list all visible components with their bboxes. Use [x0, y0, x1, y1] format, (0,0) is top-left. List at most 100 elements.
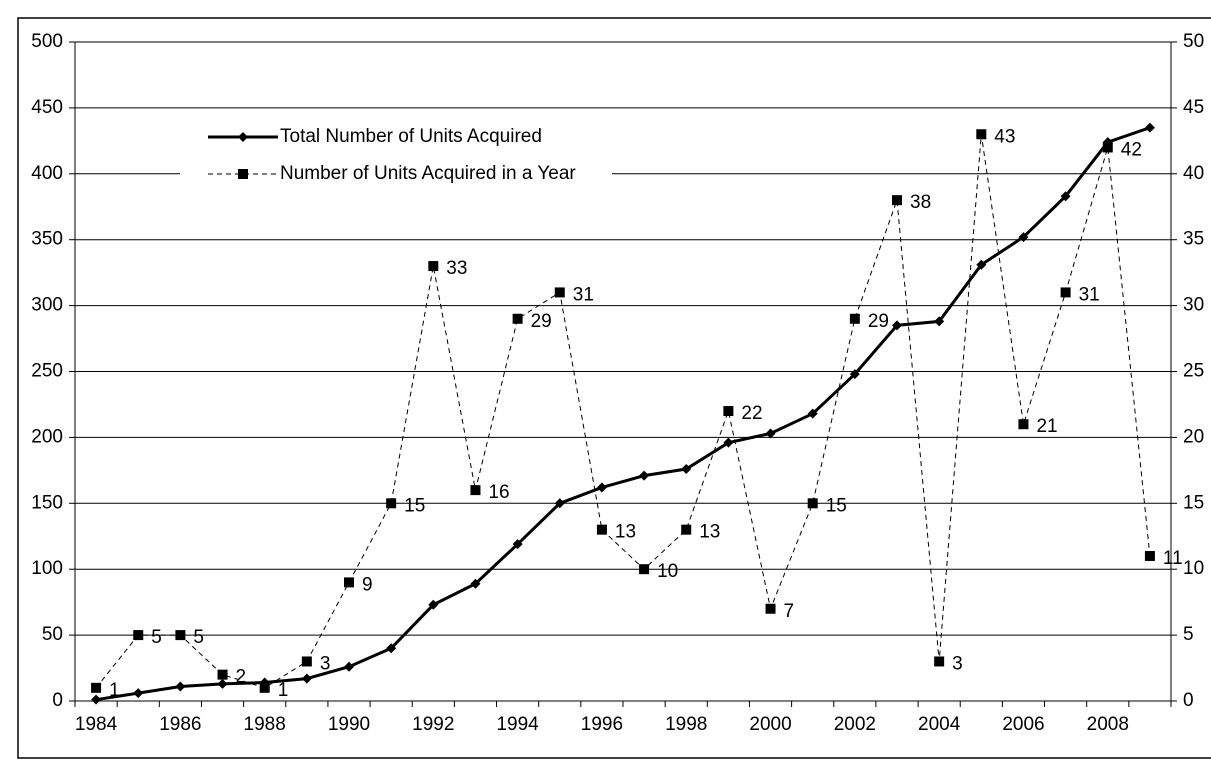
x-tick-label: 1986	[159, 714, 201, 735]
data-label: 31	[1079, 284, 1100, 305]
y2-tick-label: 20	[1183, 426, 1204, 447]
y-tick-label: 400	[31, 163, 63, 184]
data-point	[301, 673, 312, 684]
data-label: 1	[278, 680, 289, 701]
data-point	[723, 437, 734, 448]
x-tick-label: 1988	[244, 714, 286, 735]
data-label: 21	[1036, 416, 1057, 437]
data-point	[849, 369, 860, 380]
x-tick-label: 2002	[834, 714, 876, 735]
data-point	[386, 498, 397, 509]
data-point	[133, 630, 144, 641]
data-point	[344, 577, 354, 588]
data-point	[765, 603, 776, 614]
x-tick-label: 1996	[581, 714, 623, 735]
series-line	[95, 126, 1151, 702]
data-point	[259, 682, 270, 693]
data-point	[1018, 232, 1029, 243]
x-tick-label: 2000	[749, 714, 791, 735]
data-label: 22	[741, 403, 762, 424]
data-point	[133, 688, 144, 699]
legend-marker	[238, 132, 248, 142]
data-point	[934, 316, 945, 327]
data-label: 29	[531, 311, 552, 332]
legend-label: Number of Units Acquired in a Year	[280, 163, 576, 184]
y-tick-label: 50	[42, 624, 63, 645]
data-point	[807, 498, 818, 509]
data-label: 11	[1163, 548, 1183, 569]
data-point	[175, 681, 186, 692]
data-point	[91, 682, 102, 693]
y-tick-label: 0	[52, 690, 63, 711]
data-label: 33	[446, 258, 467, 279]
data-label: 3	[952, 653, 963, 674]
y2-tick-label: 10	[1183, 558, 1204, 579]
y2-tick-label: 5	[1183, 624, 1194, 645]
data-point	[639, 564, 650, 575]
data-label: 15	[404, 495, 425, 516]
data-point	[596, 482, 607, 493]
data-point	[976, 129, 987, 140]
data-label: 3	[320, 653, 331, 674]
data-point	[681, 524, 692, 535]
y2-tick-label: 30	[1183, 295, 1204, 316]
y-tick-label: 350	[31, 229, 63, 250]
data-point	[639, 470, 650, 481]
y-tick-label: 300	[31, 295, 63, 316]
data-label: 5	[151, 627, 162, 648]
x-tick-label: 1994	[496, 714, 539, 735]
data-point	[1060, 287, 1071, 298]
data-point	[892, 320, 902, 331]
data-label: 16	[488, 482, 509, 503]
x-tick-label: 2006	[1002, 714, 1044, 735]
data-label: 43	[994, 126, 1015, 147]
data-point	[1018, 419, 1029, 430]
data-label: 13	[699, 522, 720, 543]
y-tick-label: 500	[31, 31, 63, 52]
legend-box	[180, 112, 612, 212]
data-label: 31	[573, 284, 594, 305]
y2-tick-label: 25	[1183, 361, 1204, 382]
y2-tick-label: 0	[1183, 690, 1194, 711]
data-label: 38	[910, 192, 931, 213]
data-point	[892, 195, 902, 206]
data-label: 42	[1121, 139, 1142, 160]
data-label: 1	[109, 680, 120, 701]
data-label: 5	[193, 627, 204, 648]
x-tick-label: 1990	[328, 714, 370, 735]
y-tick-label: 150	[31, 492, 63, 513]
x-tick-label: 1998	[665, 714, 707, 735]
data-point	[428, 599, 439, 610]
y-tick-label: 450	[31, 97, 63, 118]
series-line	[95, 134, 1151, 689]
data-point	[344, 661, 354, 672]
data-point	[217, 669, 228, 680]
y2-tick-label: 15	[1183, 492, 1204, 513]
y-tick-label: 100	[31, 558, 63, 579]
data-point	[512, 313, 523, 324]
y2-tick-label: 45	[1183, 97, 1204, 118]
data-label: 13	[615, 522, 636, 543]
data-point	[976, 259, 987, 270]
x-tick-label: 2004	[918, 714, 961, 735]
data-point	[217, 678, 228, 689]
data-point	[1060, 191, 1071, 202]
legend-marker	[238, 169, 248, 179]
data-point	[428, 261, 439, 272]
data-point	[470, 485, 481, 496]
data-point	[596, 524, 607, 535]
data-point	[470, 578, 481, 589]
y-tick-label: 250	[31, 361, 63, 382]
data-point	[807, 408, 818, 419]
data-point	[1144, 551, 1155, 562]
y2-tick-label: 40	[1183, 163, 1204, 184]
data-label: 7	[784, 601, 795, 622]
x-tick-label: 1992	[412, 714, 454, 735]
data-point	[91, 694, 102, 705]
y-tick-label: 200	[31, 426, 63, 447]
y2-tick-label: 35	[1183, 229, 1204, 250]
data-point	[934, 656, 945, 667]
data-label: 2	[236, 667, 247, 688]
legend-label: Total Number of Units Acquired	[280, 126, 542, 147]
